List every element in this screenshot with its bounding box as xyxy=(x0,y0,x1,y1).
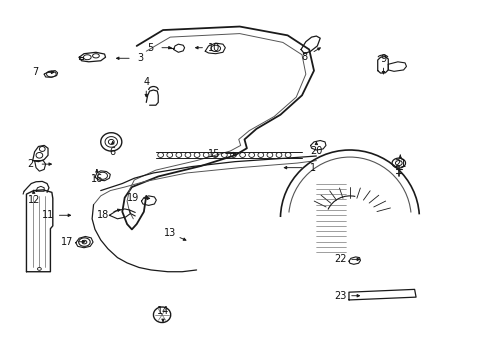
Polygon shape xyxy=(348,257,360,264)
Polygon shape xyxy=(79,52,105,62)
Text: 16: 16 xyxy=(91,174,103,184)
Polygon shape xyxy=(141,196,156,206)
Polygon shape xyxy=(35,161,45,171)
Polygon shape xyxy=(205,43,225,54)
Text: 14: 14 xyxy=(157,306,169,315)
Polygon shape xyxy=(310,140,325,150)
Text: 13: 13 xyxy=(163,228,176,238)
Polygon shape xyxy=(24,181,49,192)
Polygon shape xyxy=(26,190,53,272)
Text: 21: 21 xyxy=(393,159,406,170)
Text: 11: 11 xyxy=(42,210,54,220)
Polygon shape xyxy=(301,36,320,54)
Text: 19: 19 xyxy=(126,193,139,203)
Text: 9: 9 xyxy=(380,54,386,64)
Text: 3: 3 xyxy=(137,53,143,63)
Text: 10: 10 xyxy=(207,43,220,53)
Polygon shape xyxy=(377,57,387,73)
Text: 6: 6 xyxy=(109,147,116,157)
Text: 2: 2 xyxy=(28,159,34,169)
Polygon shape xyxy=(79,57,82,59)
Text: 5: 5 xyxy=(147,43,153,53)
Text: 22: 22 xyxy=(333,255,346,264)
Polygon shape xyxy=(76,237,93,248)
Text: 12: 12 xyxy=(27,195,40,205)
Polygon shape xyxy=(348,289,415,300)
Text: 23: 23 xyxy=(333,291,346,301)
Text: 15: 15 xyxy=(208,149,220,158)
Text: 17: 17 xyxy=(61,237,73,247)
Text: 20: 20 xyxy=(309,146,322,156)
Polygon shape xyxy=(122,27,313,229)
Polygon shape xyxy=(109,209,130,219)
Polygon shape xyxy=(33,145,48,162)
Polygon shape xyxy=(173,44,184,52)
Text: 4: 4 xyxy=(143,77,149,87)
Text: 8: 8 xyxy=(301,52,307,62)
Text: 18: 18 xyxy=(97,210,109,220)
Polygon shape xyxy=(146,90,158,105)
Text: 7: 7 xyxy=(32,67,39,77)
Text: 1: 1 xyxy=(309,163,315,173)
Polygon shape xyxy=(36,186,44,191)
Polygon shape xyxy=(387,62,406,71)
Polygon shape xyxy=(44,71,58,77)
Polygon shape xyxy=(95,171,110,181)
